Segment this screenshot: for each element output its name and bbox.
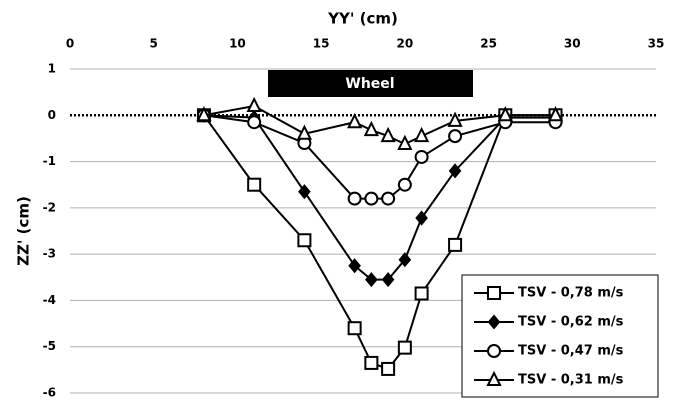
x-tick-label: 10 (229, 37, 246, 51)
grid (70, 68, 656, 394)
marker (364, 355, 379, 370)
legend-label: TSV - 0,62 m/s (518, 315, 624, 330)
marker (486, 370, 502, 386)
y-tick-label: -5 (43, 339, 56, 353)
marker (363, 120, 379, 137)
marker (296, 124, 313, 140)
marker (347, 112, 363, 129)
legend-label: TSV - 0,78 m/s (518, 286, 624, 301)
marker (381, 272, 395, 288)
wheel-box (268, 70, 473, 97)
marker (415, 210, 428, 226)
marker (413, 126, 430, 143)
marker (298, 184, 311, 200)
x-tick-label: 25 (480, 37, 497, 51)
marker (487, 314, 501, 330)
y-tick-label: -6 (43, 386, 56, 400)
annotation: Wheel (345, 76, 394, 92)
marker (414, 286, 429, 301)
marker (364, 191, 379, 206)
marker (247, 115, 262, 130)
marker (487, 286, 501, 300)
marker (397, 340, 412, 355)
marker (297, 233, 312, 248)
y-axis-label: ZZ' (cm) (15, 196, 33, 266)
marker (246, 96, 262, 113)
marker (397, 177, 412, 192)
x-tick-label: 5 (150, 37, 158, 51)
marker (347, 321, 362, 336)
marker (398, 252, 412, 268)
marker (196, 106, 212, 122)
marker (347, 191, 362, 206)
series-line (203, 114, 556, 281)
legend-label: TSV - 0,47 m/s (518, 344, 624, 359)
marker (365, 272, 378, 288)
legend: TSV - 0,78 m/s TSV - 0,62 m/s TSV - 0,47 m… (461, 274, 659, 398)
legend-label: TSV - 0,31 m/s (518, 373, 624, 388)
marker (497, 106, 513, 122)
marker (348, 258, 361, 274)
x-tick-label: 35 (648, 37, 665, 51)
series (197, 107, 562, 288)
marker (247, 177, 262, 192)
marker (447, 111, 463, 127)
marker (487, 344, 501, 358)
y-tick-label: -4 (43, 293, 56, 307)
marker (448, 237, 463, 252)
marker (414, 149, 429, 164)
y-tick-label: -2 (43, 200, 56, 214)
x-axis-label: YY' (cm) (327, 10, 398, 28)
y-tick-label: -1 (43, 154, 56, 168)
y-tick-label: 0 (48, 108, 56, 122)
marker (448, 163, 462, 179)
y-tick-label: -3 (43, 247, 56, 261)
y-tick-label: 1 (48, 62, 56, 76)
x-tick-label: 15 (313, 37, 330, 51)
x-tick-label: 0 (66, 37, 74, 51)
marker (448, 129, 463, 144)
x-tick-label: 30 (564, 37, 581, 51)
marker (380, 126, 396, 143)
x-tick-label: 20 (397, 37, 414, 51)
marker (381, 191, 396, 206)
marker (381, 361, 396, 376)
marker (547, 106, 564, 122)
series (196, 96, 564, 150)
marker (397, 134, 413, 150)
